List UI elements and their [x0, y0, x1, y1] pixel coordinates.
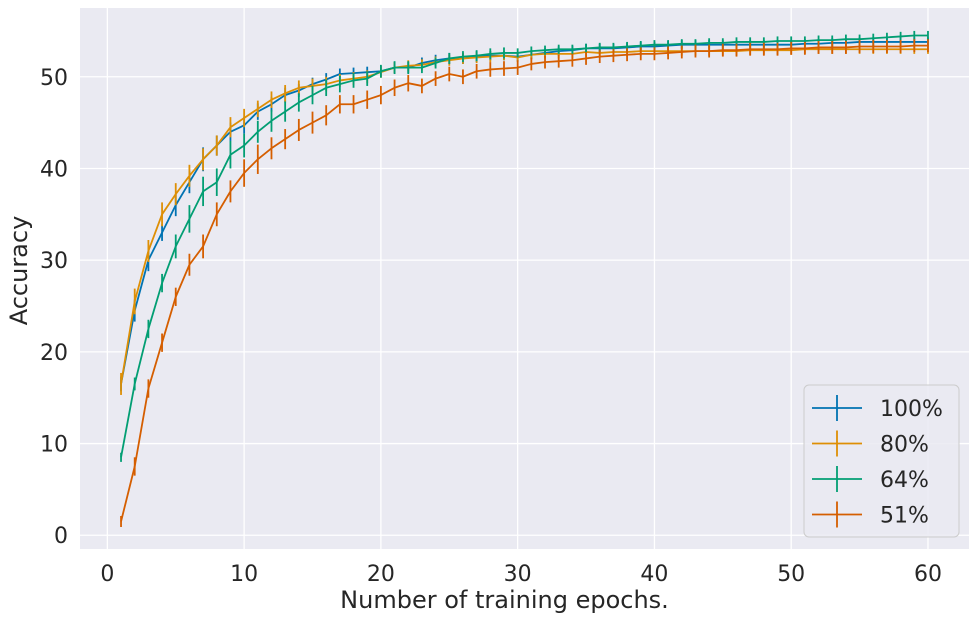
y-tick-label: 40: [40, 157, 68, 182]
legend-item: 80%: [812, 430, 929, 458]
series-line: [120, 34, 928, 458]
y-tick-label: 10: [40, 433, 68, 458]
x-tick-label: 0: [100, 562, 114, 587]
x-tick-label: 60: [914, 562, 942, 587]
x-tick-label: 40: [640, 562, 668, 587]
legend-box: [803, 384, 960, 538]
series-layer: [120, 30, 929, 527]
legend-label: 100%: [880, 397, 943, 422]
legend-item: 64%: [812, 466, 929, 493]
legend-label: 51%: [880, 504, 929, 529]
y-tick-labels: 0 10 20 30 40 50: [40, 66, 68, 549]
x-tick-label: 50: [777, 562, 805, 587]
x-tick-label: 20: [367, 562, 395, 587]
x-tick-label: 10: [230, 562, 258, 587]
x-tick-labels: 0 10 20 30 40 50 60: [100, 562, 942, 587]
y-tick-label: 30: [40, 249, 68, 274]
y-axis-label: Accuracy: [5, 216, 33, 326]
y-tick-label: 20: [40, 341, 68, 366]
legend: 100% 80% 64% 51%: [803, 384, 960, 538]
series-64%: [120, 30, 929, 462]
y-tick-label: 0: [54, 524, 68, 549]
y-tick-label: 50: [40, 66, 68, 91]
series-line: [120, 44, 928, 522]
series-51%: [120, 39, 929, 527]
legend-item: 100%: [812, 395, 943, 422]
legend-label: 64%: [880, 468, 929, 493]
x-tick-label: 30: [504, 562, 532, 587]
legend-label: 80%: [880, 433, 929, 458]
legend-item: 51%: [812, 501, 929, 529]
series-line: [120, 48, 928, 385]
x-axis-label: Number of training epochs.: [340, 586, 669, 614]
